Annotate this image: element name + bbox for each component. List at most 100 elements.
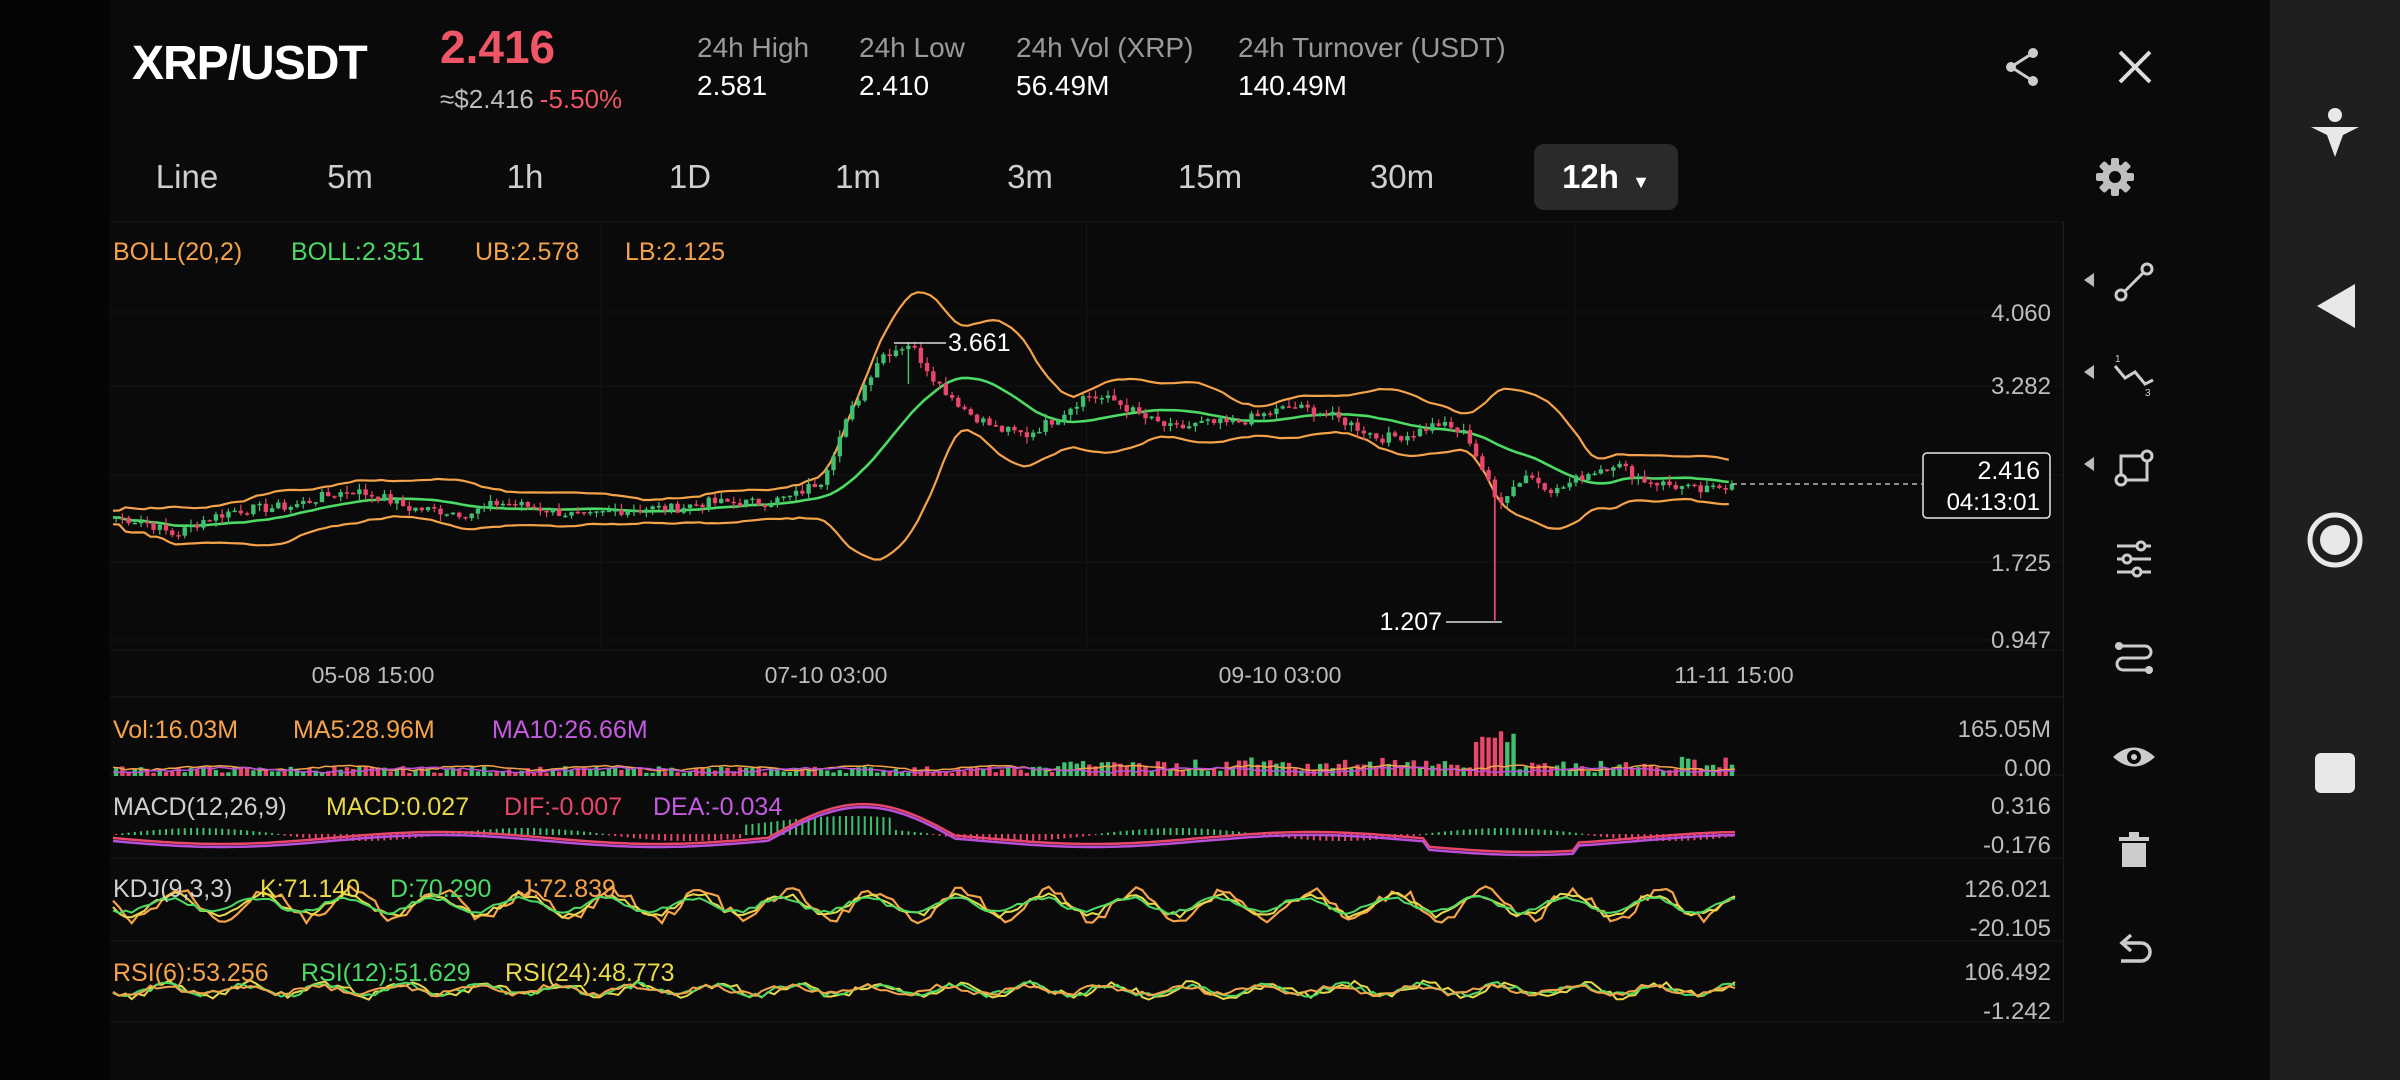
macd-histogram-bar [620, 834, 623, 837]
compare-icon[interactable] [2109, 632, 2159, 682]
candle-body [132, 522, 138, 525]
tab-3m[interactable]: 3m [1007, 158, 1053, 195]
volume-bar [606, 768, 612, 776]
volume-bar [500, 771, 506, 776]
bollinger-bands [112, 291, 1730, 561]
trash-icon[interactable] [2109, 825, 2159, 875]
macd-histogram-bar [1587, 834, 1590, 836]
macd-histogram-bar [782, 820, 785, 835]
volume-bar [394, 769, 400, 776]
legend-kdj-name: KDJ(9,3,3) [113, 875, 232, 903]
candle-body [1548, 489, 1554, 494]
macd-histogram-bar [589, 832, 592, 835]
candle-body [669, 503, 674, 511]
macd-histogram-bar [757, 823, 760, 835]
volume-bar [1218, 770, 1223, 776]
pair-title[interactable]: XRP/USDT [132, 37, 368, 90]
volume-bar [1186, 769, 1192, 776]
candle-body [425, 507, 431, 511]
candle-body [1717, 485, 1722, 488]
undo-icon[interactable] [2109, 927, 2159, 977]
candle-body [226, 511, 231, 518]
volume-bar [232, 766, 237, 776]
price-tick: 3.282 [1991, 373, 2051, 400]
tab-12h[interactable]: 12h ▼ [1534, 144, 1678, 210]
macd-histogram-bar [252, 831, 255, 835]
candle-body [407, 505, 412, 511]
candle-body [463, 517, 468, 519]
candle-body [432, 507, 437, 509]
macd-histogram-bar [1556, 830, 1559, 835]
indicator-settings-icon[interactable] [2109, 534, 2159, 584]
volume-bar [887, 771, 892, 776]
volume-bar [1130, 762, 1136, 776]
volume-bar [494, 771, 499, 776]
macd-histogram-bar [1450, 830, 1453, 835]
macd-histogram-bar [558, 829, 561, 835]
macd-histogram-bar [214, 828, 217, 835]
tab-1h[interactable]: 1h [506, 158, 544, 195]
candle-body [195, 525, 200, 528]
expand-arrow-icon[interactable] [2084, 273, 2094, 287]
macd-histogram-bar [913, 831, 916, 835]
candle-body [113, 517, 119, 519]
tab-1m[interactable]: 1m [835, 158, 881, 195]
home-icon[interactable] [2305, 510, 2365, 570]
tab-1d[interactable]: 1D [668, 158, 712, 195]
volume-bar [1243, 760, 1248, 776]
expand-arrow-icon[interactable] [2084, 457, 2094, 471]
tab-30m[interactable]: 30m [1369, 158, 1435, 195]
tab-5m[interactable]: 5m [327, 158, 373, 195]
macd-histogram-bar [1175, 828, 1178, 835]
volume-bar [531, 772, 537, 776]
macd-histogram-bar [495, 828, 498, 835]
legend-boll: BOLL(20,2) [113, 238, 242, 266]
candle-body [1430, 423, 1435, 431]
macd-histogram-bar [327, 834, 330, 840]
usd-price: ≈$2.416 -5.50% [440, 84, 622, 115]
rectangle-tool-icon[interactable] [2109, 442, 2159, 492]
volume-bar [151, 772, 156, 776]
candle-body [981, 418, 986, 423]
recents-icon[interactable] [2305, 743, 2365, 803]
accessibility-icon[interactable] [2305, 105, 2365, 165]
back-icon[interactable] [2305, 276, 2365, 336]
candle-body [1598, 469, 1604, 474]
candle-body [613, 510, 618, 512]
macd-histogram-bar [1512, 828, 1515, 835]
tab-15m[interactable]: 15m [1177, 158, 1243, 195]
stat-value: 2.581 [697, 70, 768, 101]
candle-body [1324, 413, 1329, 415]
volume-bar [201, 766, 206, 776]
legend-macd: MACD:0.027 [326, 793, 469, 821]
volume-bar [432, 772, 437, 776]
candle-body [731, 501, 736, 504]
expand-arrow-icon[interactable] [2084, 365, 2094, 379]
candle-body [1623, 463, 1629, 467]
candle-body [694, 504, 699, 506]
volume-bar [1673, 768, 1678, 776]
macd-histogram-bar [458, 832, 461, 835]
candle-body [968, 409, 973, 415]
volume-bar [1268, 760, 1273, 776]
chevron-down-icon: ▼ [1632, 172, 1650, 192]
share-icon[interactable] [1998, 42, 2048, 92]
eye-icon[interactable] [2109, 732, 2159, 782]
tab-line[interactable]: Line [155, 158, 219, 195]
legend-macd-name: MACD(12,26,9) [113, 793, 287, 821]
gear-icon[interactable] [2092, 154, 2138, 200]
macd-histogram-bar [1518, 828, 1521, 835]
close-icon[interactable] [2110, 42, 2160, 92]
fib-tool-icon[interactable]: 13 [2109, 350, 2159, 400]
macd-histogram-bar [988, 834, 991, 841]
volume-bar [619, 770, 624, 776]
macd-histogram-bar [863, 816, 866, 835]
macd-histogram-bar [352, 834, 355, 841]
macd-histogram-bar [1612, 834, 1615, 839]
volume-bar [912, 767, 917, 776]
macd-histogram-bar [189, 828, 192, 835]
volume-bar [1062, 762, 1067, 776]
trendline-tool-icon[interactable] [2109, 257, 2159, 307]
price-chart[interactable]: BOLL(20,2) BOLL:2.351 UB:2.578 LB:2.125 … [110, 0, 2270, 1080]
macd-histogram-bar [832, 816, 835, 835]
